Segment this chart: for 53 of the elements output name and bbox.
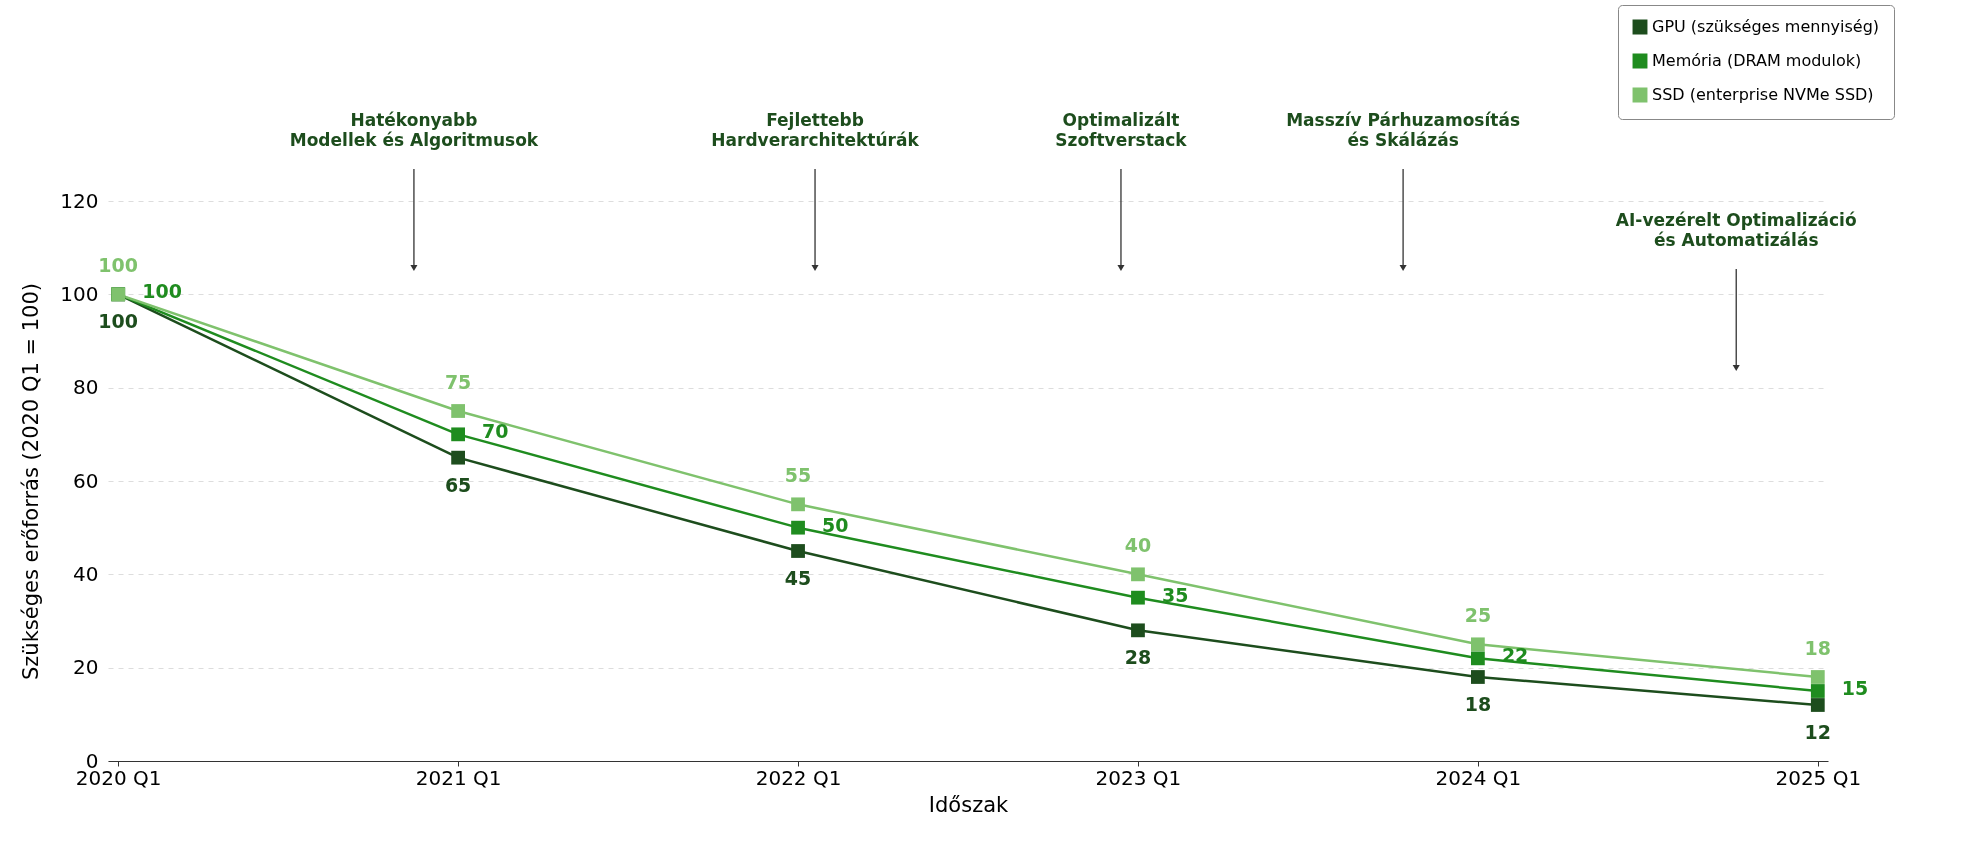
y-tick-label: 120 [60,188,99,213]
y-tick-label: 100 [60,281,99,306]
x-tick-label: 2025 Q1 [1775,765,1862,790]
data-label: 45 [784,567,812,589]
point [791,520,805,535]
x-tick-label: 2022 Q1 [755,765,842,790]
x-tick-label: 2021 Q1 [415,765,502,790]
point [451,404,466,418]
data-label: 100 [98,254,139,277]
legend-label: Memória (DRAM modulok) [1652,51,1862,70]
point [791,544,805,558]
data-label: 18 [1464,693,1492,715]
point [1810,670,1825,684]
x-axis-title: Időszak [928,792,1010,817]
point [1131,567,1145,582]
y-axis-title: Szükséges erőforrás (2020 Q1 = 100) [19,282,44,681]
data-label: 18 [1804,637,1832,659]
point [791,497,805,512]
y-tick-label: 40 [73,561,99,586]
data-label: 12 [1804,721,1832,743]
data-label: 100 [98,310,139,333]
point [1131,590,1145,605]
y-tick-label: 80 [73,375,99,400]
y-tick-label: 60 [73,468,99,493]
data-label: 75 [444,371,472,393]
point [1470,651,1485,666]
text: Masszív Párhuzamosítás és Skálázás [1286,110,1521,150]
data-label: 100 [142,280,182,303]
data-label: 40 [1124,534,1152,557]
data-label: 55 [784,464,812,487]
data-label: 25 [1464,604,1492,627]
data-label: 28 [1124,646,1152,669]
data-label: 35 [1161,583,1189,606]
data-label: 50 [822,513,849,536]
data-label: 15 [1841,677,1869,699]
legend-label: SSD (enterprise NVMe SSD) [1652,85,1874,104]
point [1810,698,1825,712]
text: Fejlettebb Hardverarchitektúrák [711,110,920,150]
point [1810,684,1825,698]
annotation: AI-vezérelt Optimalizáció és Automatizálás [1615,210,1857,250]
point [1470,670,1485,684]
data-label: 65 [444,473,472,496]
point [1131,623,1145,638]
data-label: 70 [482,420,509,443]
x-tick-label: 2024 Q1 [1435,765,1522,790]
y-tick-label: 20 [73,655,99,680]
point [451,427,466,442]
text: Optimalizált Szoftverstack [1055,110,1188,150]
point [1470,637,1485,652]
text: Hatékonyabb Modellek és Algoritmusok [289,110,539,150]
x-tick-label: 2023 Q1 [1095,765,1182,790]
legend-label: GPU (szükséges mennyiség) [1652,17,1880,36]
point [451,450,466,465]
